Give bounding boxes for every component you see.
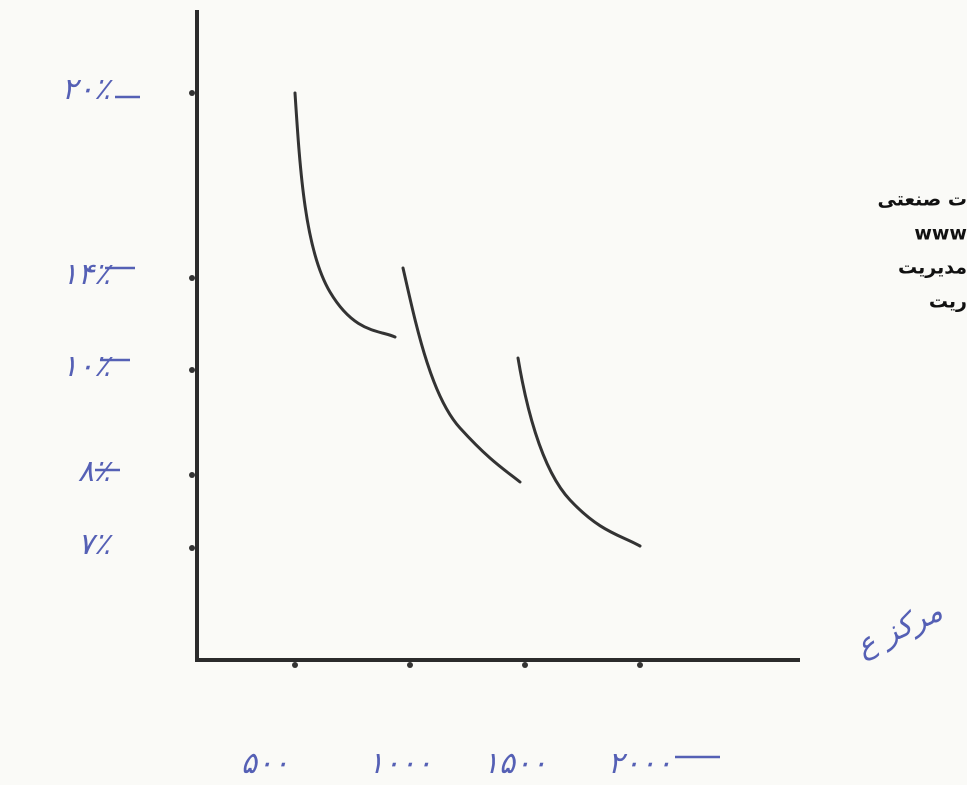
x-tick-label: ۲۰۰۰ xyxy=(608,746,672,781)
x-tick xyxy=(522,662,528,668)
watermark-line: www xyxy=(914,223,967,245)
curve xyxy=(516,356,642,548)
watermark-line: مدیریت xyxy=(898,257,967,279)
axes xyxy=(195,10,800,662)
x-tick-label: ۱۵۰۰ xyxy=(483,746,547,781)
label-dashes xyxy=(95,95,720,759)
watermark-line: ت صنعتی xyxy=(877,189,967,211)
watermark-line: ریت xyxy=(929,291,967,313)
x-tick-label: ۵۰۰ xyxy=(241,746,289,781)
curve xyxy=(401,266,522,484)
y-tick xyxy=(189,472,195,478)
x-tick xyxy=(292,662,298,668)
curve xyxy=(293,91,397,339)
x-tick xyxy=(407,662,413,668)
y-tick-label: ۱۰٪ xyxy=(62,349,113,384)
x-tick-label: ۱۰۰۰ xyxy=(368,746,432,781)
y-tick-label: ۸٪ xyxy=(78,454,113,489)
y-tick-label: ۷٪ xyxy=(78,527,113,562)
y-tick xyxy=(189,545,195,551)
y-tick xyxy=(189,275,195,281)
watermark: ت صنعتی www مدیریت ریت xyxy=(877,189,967,313)
y-tick xyxy=(189,367,195,373)
y-tick-label: ۲۰٪ xyxy=(62,72,113,107)
x-tick xyxy=(637,662,643,668)
y-tick xyxy=(189,90,195,96)
y-tick-label: ۱۴٪ xyxy=(62,257,113,292)
curves xyxy=(293,91,642,548)
